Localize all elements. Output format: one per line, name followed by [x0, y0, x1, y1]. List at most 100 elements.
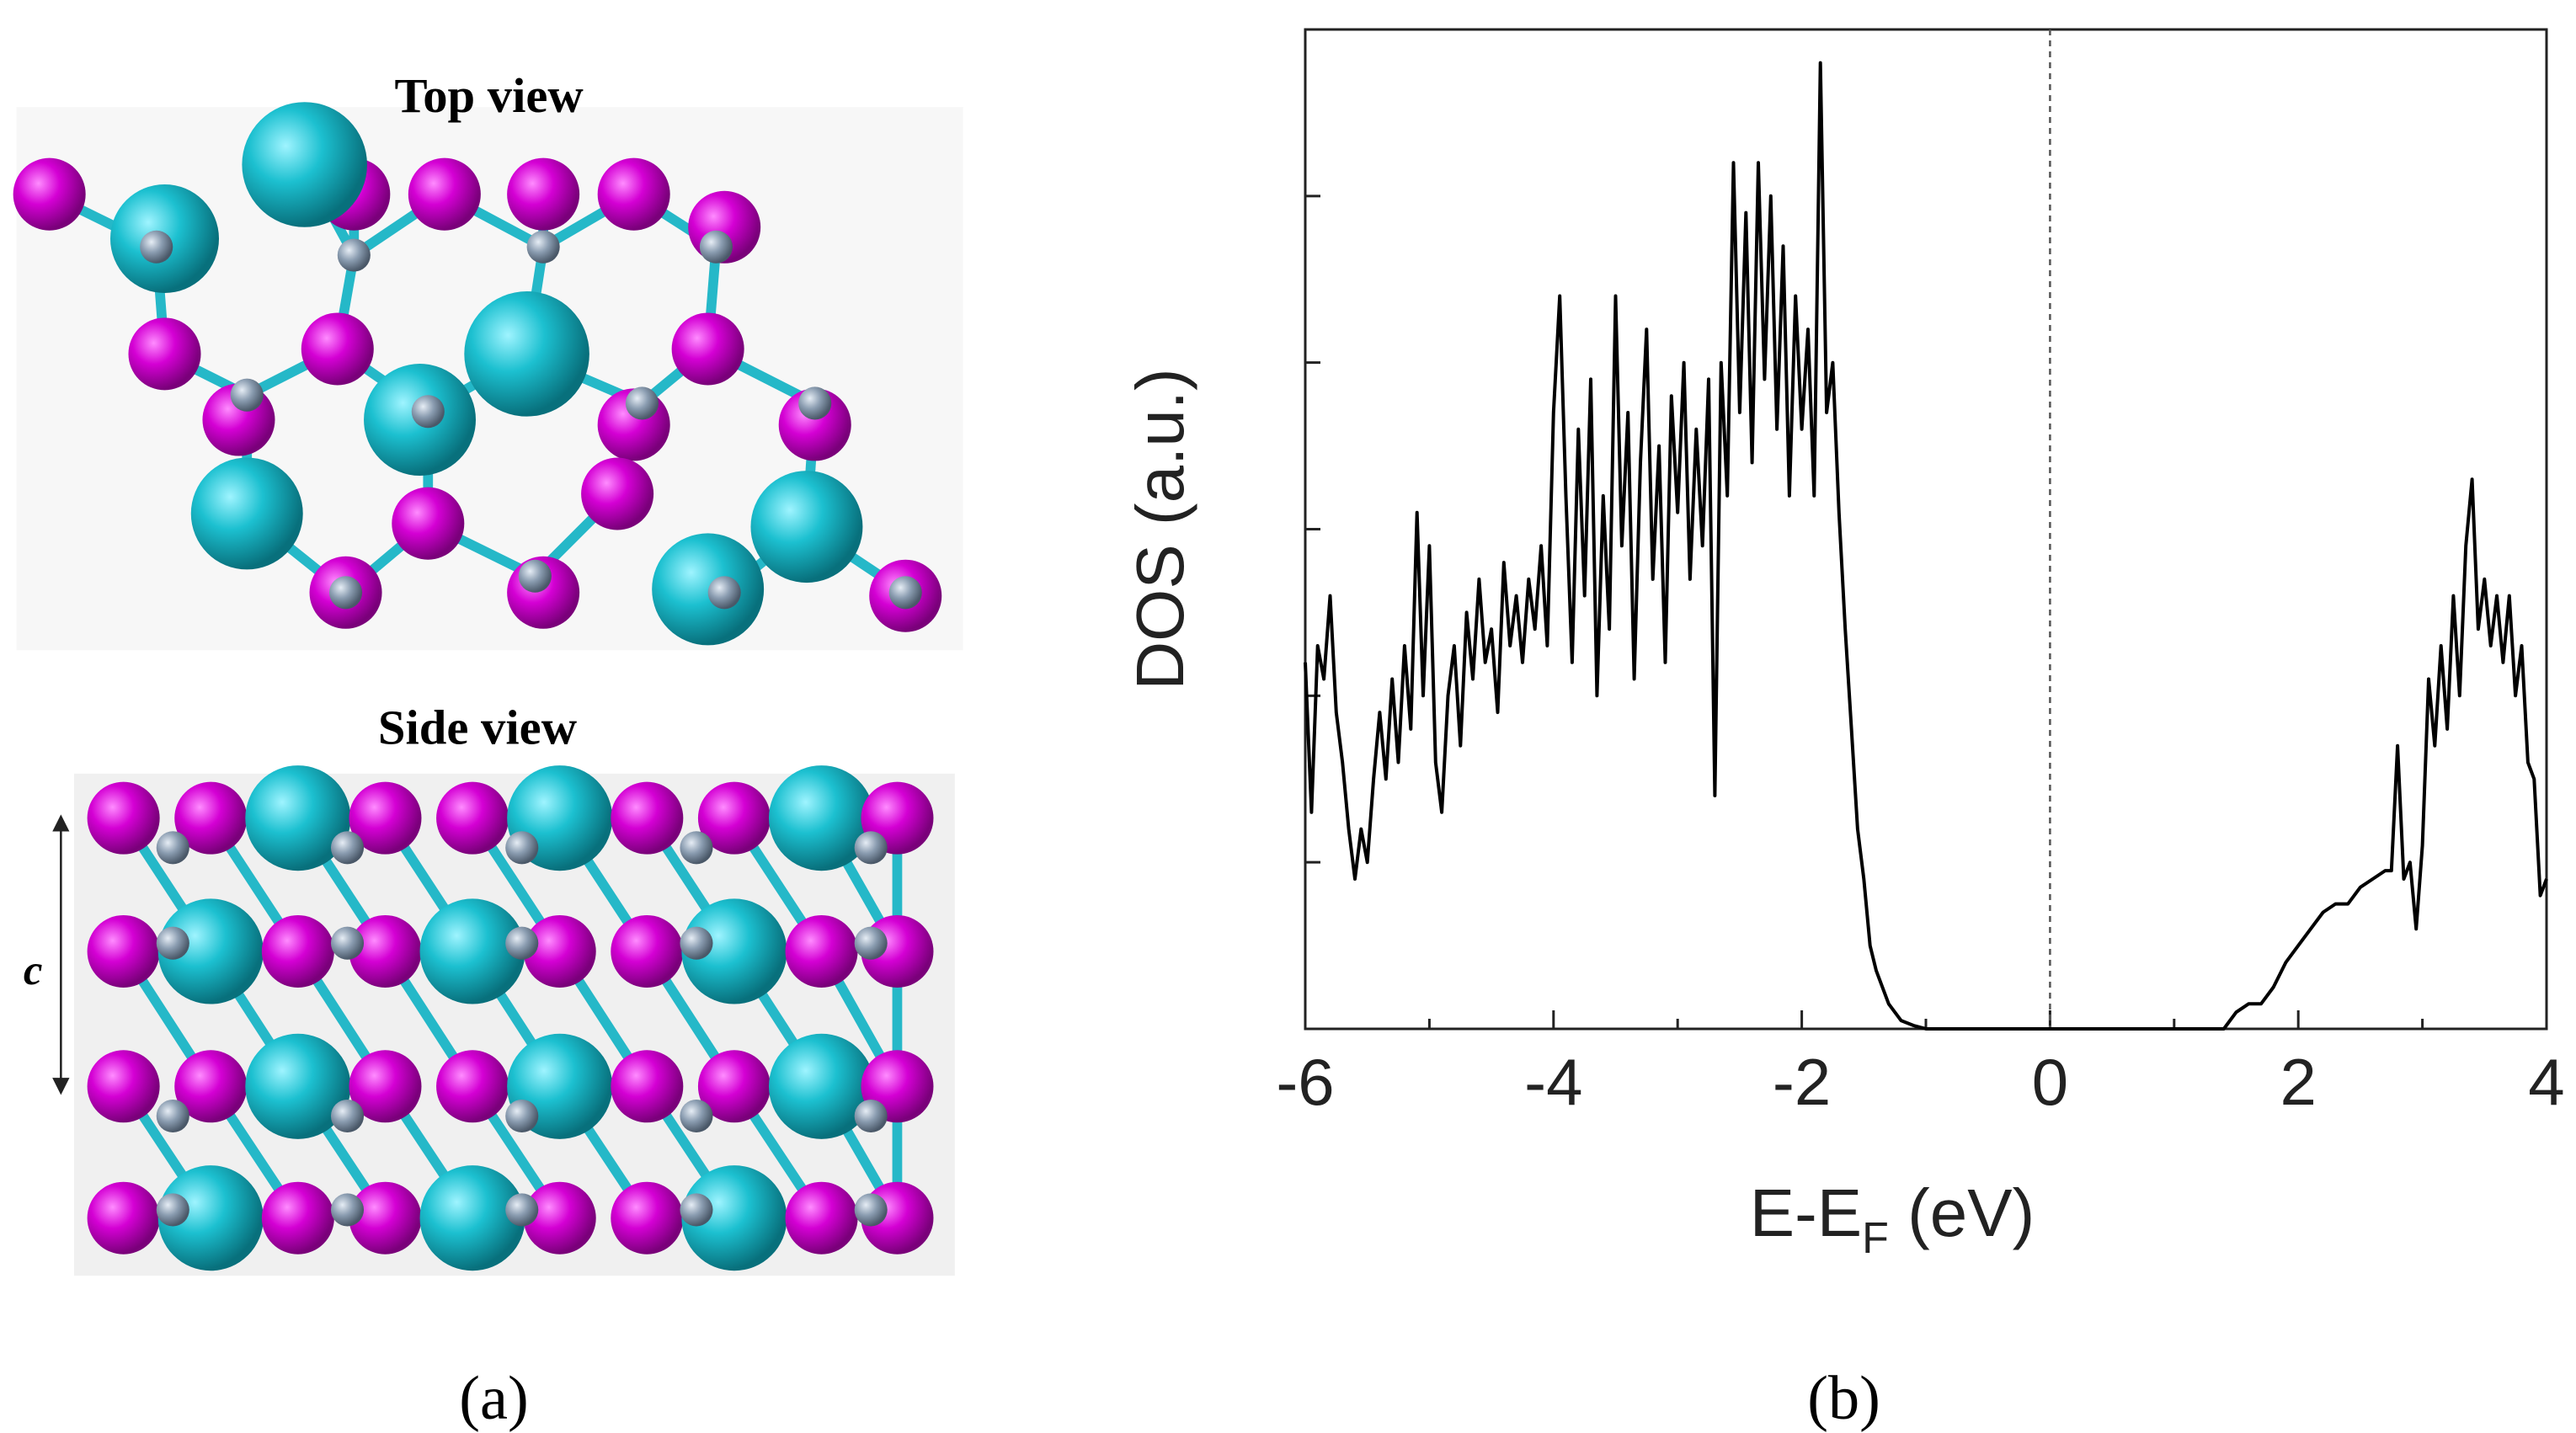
atom-magenta — [581, 457, 654, 530]
panel-b-caption: (b) — [1807, 1364, 1880, 1433]
atom-magenta — [778, 388, 851, 461]
lattice-label: c — [24, 946, 43, 994]
atom-magenta — [697, 781, 771, 855]
atom-cyan — [464, 291, 589, 417]
atom-cyan — [419, 898, 525, 1004]
atom-gray — [140, 230, 173, 264]
x-tick-label: -6 — [1276, 1045, 1334, 1119]
atom-magenta — [13, 157, 86, 231]
x-axis-label: E-EF (eV) — [1750, 1175, 2035, 1263]
atom-cyan — [245, 765, 351, 871]
x-tick-label: -2 — [1773, 1045, 1831, 1119]
atom-magenta — [436, 1050, 509, 1123]
atom-magenta — [349, 914, 422, 988]
atom-magenta — [697, 1050, 771, 1123]
atom-magenta — [408, 157, 481, 231]
dos-plot: -6 -4 -2 0 2 4 E-EF (eV) DOS (a.u.) — [1123, 28, 2565, 1263]
y-axis-label: DOS (a.u.) — [1123, 368, 1197, 690]
atom-gray — [680, 831, 713, 865]
atom-gray — [680, 1099, 713, 1133]
atom-cyan — [157, 1165, 264, 1271]
atom-gray — [505, 1193, 539, 1227]
x-tick-label: 2 — [2280, 1045, 2317, 1119]
x-tick-label: -4 — [1524, 1045, 1582, 1119]
atom-magenta — [611, 1050, 684, 1123]
atom-gray — [526, 230, 560, 264]
atom-gray — [888, 576, 922, 610]
atom-magenta — [349, 1181, 422, 1255]
atom-gray — [156, 926, 189, 960]
atom-magenta — [87, 914, 160, 988]
atom-magenta — [611, 1181, 684, 1255]
atom-gray — [518, 559, 552, 593]
atom-magenta — [597, 157, 670, 231]
atom-gray — [330, 926, 365, 960]
dos-line — [1304, 61, 2548, 1031]
atom-gray — [854, 926, 888, 960]
x-tick-label: 0 — [2032, 1045, 2068, 1119]
atom-gray — [230, 378, 264, 412]
atom-magenta — [436, 781, 509, 855]
atom-gray — [156, 1193, 189, 1227]
atom-magenta — [523, 1181, 596, 1255]
atom-gray — [505, 831, 539, 865]
x-label-suffix: (eV) — [1889, 1175, 2035, 1250]
atom-magenta — [261, 1181, 334, 1255]
atom-gray — [798, 386, 832, 420]
atom-gray — [330, 831, 365, 865]
atom-gray — [337, 238, 371, 272]
atom-cyan — [768, 765, 875, 871]
atom-gray — [854, 831, 888, 865]
atom-cyan — [681, 898, 787, 1004]
atom-magenta — [128, 317, 201, 391]
atom-gray — [854, 1099, 888, 1133]
atom-cyan — [242, 102, 367, 227]
side-view-structure — [87, 765, 934, 1271]
atom-cyan — [157, 898, 264, 1004]
atom-magenta — [261, 914, 334, 988]
atom-cyan — [190, 457, 303, 570]
plot-frame — [1304, 28, 2548, 1031]
structure-panel: Top view Side view c (a) (b) — [13, 68, 1880, 1433]
atom-gray — [505, 926, 539, 960]
atom-magenta — [87, 1050, 160, 1123]
atom-magenta — [87, 781, 160, 855]
atom-gray — [330, 1099, 365, 1133]
x-label-main: E-E — [1750, 1175, 1862, 1250]
top-view-structure — [13, 102, 942, 646]
atom-gray — [156, 1099, 189, 1133]
x-label-subscript: F — [1862, 1214, 1889, 1263]
atom-gray — [330, 1193, 365, 1227]
x-tick-label: 4 — [2528, 1045, 2564, 1119]
atom-gray — [854, 1193, 888, 1227]
atom-magenta — [523, 914, 596, 988]
atom-magenta — [301, 312, 374, 386]
atom-gray — [680, 926, 713, 960]
panel-a-caption: (a) — [459, 1364, 528, 1433]
atom-gray — [707, 576, 741, 610]
atom-cyan — [681, 1165, 787, 1271]
atom-magenta — [785, 1181, 858, 1255]
atom-magenta — [349, 1050, 422, 1123]
atom-gray — [699, 230, 733, 264]
atom-magenta — [174, 1050, 248, 1123]
atom-cyan — [245, 1033, 351, 1139]
atom-cyan — [652, 533, 765, 646]
atom-magenta — [349, 781, 422, 855]
atom-magenta — [392, 487, 465, 560]
top-view-title: Top view — [394, 68, 584, 123]
atom-gray — [329, 576, 363, 610]
atom-gray — [411, 395, 445, 429]
atom-magenta — [611, 781, 684, 855]
atom-magenta — [611, 914, 684, 988]
atom-cyan — [768, 1033, 875, 1139]
atom-magenta — [671, 312, 744, 386]
atom-magenta — [785, 914, 858, 988]
atom-magenta — [174, 781, 248, 855]
atom-gray — [625, 386, 659, 420]
atom-cyan — [419, 1165, 525, 1271]
atom-cyan — [750, 471, 863, 583]
atom-gray — [505, 1099, 539, 1133]
atom-magenta — [87, 1181, 160, 1255]
